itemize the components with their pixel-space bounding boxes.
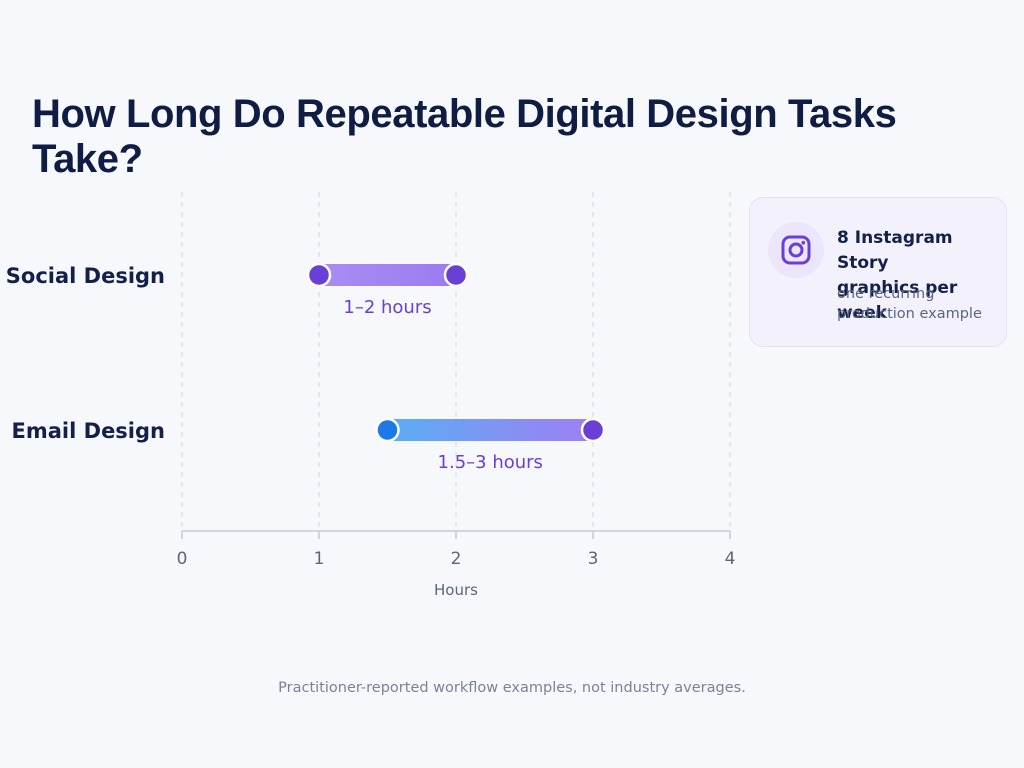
callout-headline: 8 Instagram Story graphics per week xyxy=(837,226,1005,326)
gridlines xyxy=(181,192,731,531)
callout-card: 8 Instagram Story graphics per week one … xyxy=(749,197,1007,347)
category-label: Email Design xyxy=(12,419,165,443)
range-label: 1–2 hours xyxy=(343,297,431,318)
range-end-dot xyxy=(580,417,606,443)
instagram-icon xyxy=(768,222,824,278)
callout-headline-line2: graphics per week xyxy=(837,278,958,323)
range-end-dot xyxy=(443,262,469,288)
tick-label: 3 xyxy=(588,549,599,569)
tick-label: 2 xyxy=(451,549,462,569)
range-start-dot xyxy=(375,417,400,443)
x-axis-title: Hours xyxy=(434,581,478,599)
category-labels: Social Design Email Design xyxy=(6,264,165,443)
x-axis: 0 1 2 3 4 Hours xyxy=(177,530,736,599)
tick-label: 1 xyxy=(314,549,325,569)
callout-sub-line2: production example xyxy=(837,306,982,322)
callout-subtext: one recurring production example xyxy=(837,284,997,324)
tick-label: 4 xyxy=(725,549,736,569)
range-bar xyxy=(319,264,456,286)
range-start-dot xyxy=(306,262,332,288)
range-bars: 1–2 hours 1.5–3 hours xyxy=(306,262,606,473)
callout-headline-line1: 8 Instagram Story xyxy=(837,228,953,273)
footnote: Practitioner-reported workflow examples,… xyxy=(278,680,746,696)
callout-sub-line1: one recurring xyxy=(837,286,935,302)
range-label: 1.5–3 hours xyxy=(438,452,543,473)
tick-label: 0 xyxy=(177,549,188,569)
range-bar xyxy=(387,419,593,441)
chart-title: How Long Do Repeatable Digital Design Ta… xyxy=(32,92,897,181)
category-label: Social Design xyxy=(6,264,165,288)
